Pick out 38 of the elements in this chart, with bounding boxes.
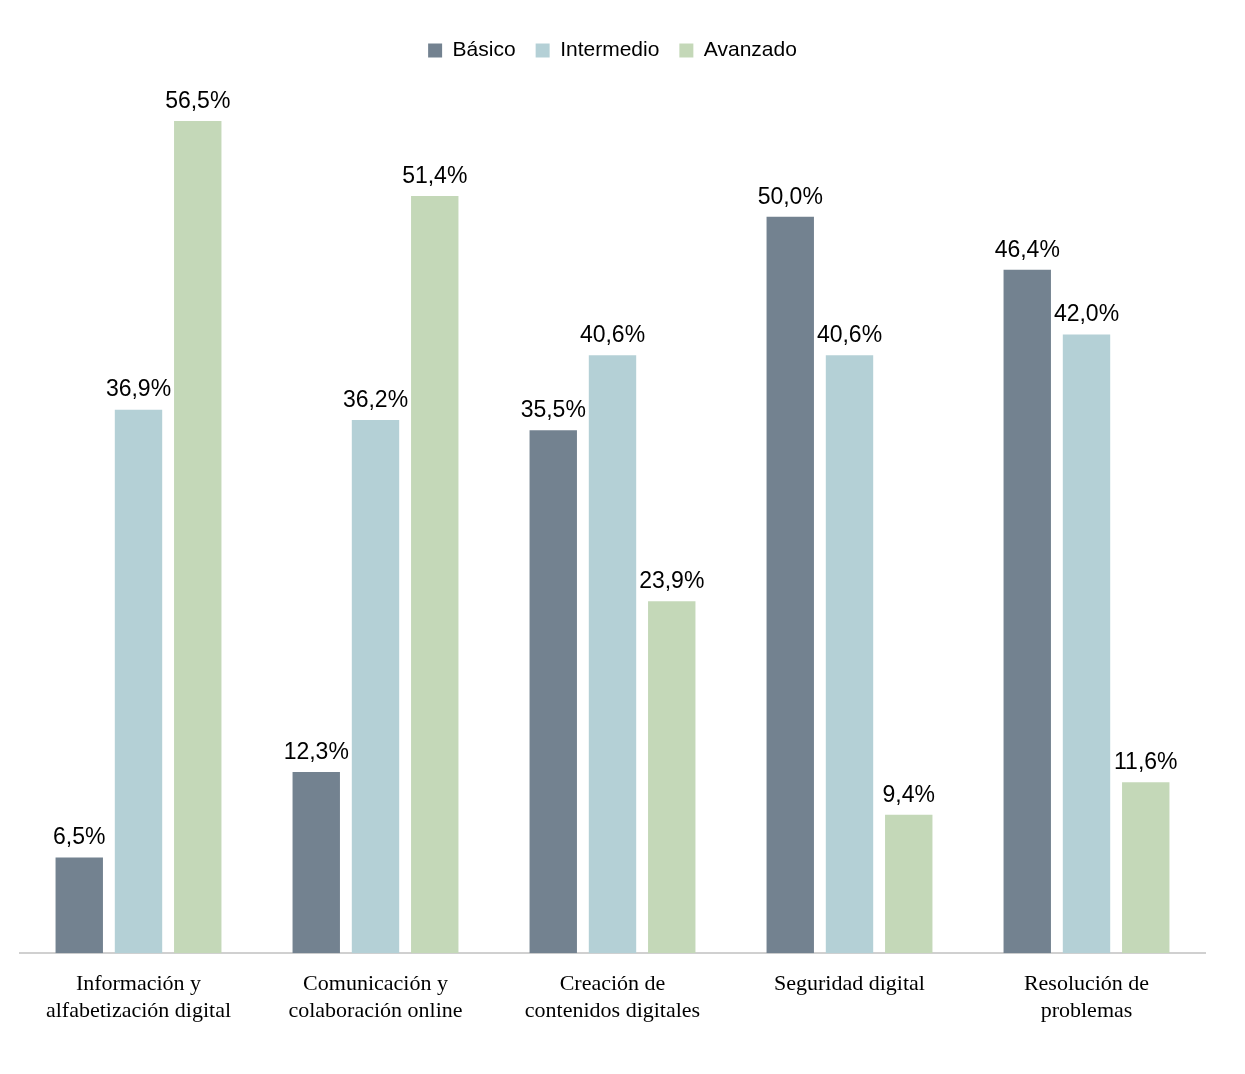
bar [588, 355, 637, 954]
bar [114, 409, 163, 954]
bar [351, 419, 400, 954]
data-label: 42,0% [1053, 300, 1120, 327]
data-label: 36,9% [105, 375, 172, 402]
data-label: 56,5% [165, 86, 231, 113]
x-tick-label: Creación de contenidos digitales [524, 970, 701, 1022]
data-label: 46,4% [994, 235, 1060, 262]
bar [411, 196, 459, 954]
data-label: 40,6% [579, 320, 646, 347]
bar [1003, 269, 1051, 954]
legend-label: Intermedio [560, 37, 660, 61]
bar [1062, 334, 1111, 954]
bar [885, 814, 933, 954]
x-tick-label: Información y alfabetización digital [45, 970, 232, 1022]
bar [174, 120, 222, 954]
bar [766, 216, 814, 954]
legend-label: Básico [452, 37, 516, 61]
bar [825, 355, 874, 954]
data-label: 36,2% [342, 385, 409, 412]
data-label: 51,4% [402, 161, 468, 188]
data-label: 6,5% [53, 823, 106, 850]
x-tick-label: Resolución de problemas [1023, 970, 1150, 1022]
data-label: 23,9% [639, 566, 705, 593]
bar [55, 857, 103, 954]
x-tick-label: Seguridad digital [774, 970, 925, 996]
bar [648, 601, 696, 954]
bar [292, 772, 340, 954]
data-label: 12,3% [283, 737, 349, 764]
data-label: 50,0% [757, 182, 823, 209]
data-label: 35,5% [520, 396, 586, 423]
legend-label: Avanzado [703, 37, 797, 61]
data-label: 9,4% [882, 780, 935, 807]
bar [1122, 782, 1170, 954]
data-label: 40,6% [816, 320, 883, 347]
bar [529, 430, 577, 954]
x-tick-label: Comunicación y colaboración online [288, 970, 463, 1022]
data-label: 11,6% [1113, 748, 1178, 775]
